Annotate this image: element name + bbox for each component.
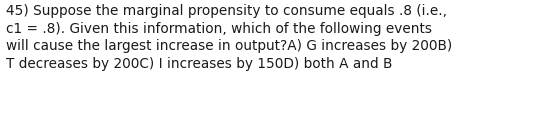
Text: 45) Suppose the marginal propensity to consume equals .8 (i.e.,
c1 = .8). Given : 45) Suppose the marginal propensity to c… — [6, 4, 452, 71]
